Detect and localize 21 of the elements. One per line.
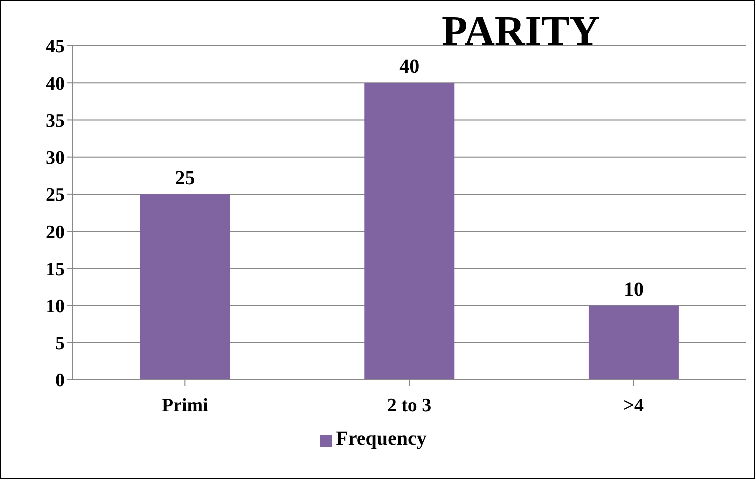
bar — [588, 306, 679, 380]
data-label: 40 — [400, 56, 420, 78]
x-tick-label: >4 — [624, 395, 644, 416]
y-tick-label: 25 — [46, 185, 65, 206]
y-tick-label: 5 — [56, 334, 65, 355]
y-tick-label: 10 — [46, 296, 65, 318]
legend-label: Frequency — [336, 428, 427, 450]
y-tick-label: 40 — [46, 74, 65, 95]
bar — [364, 83, 455, 380]
x-tick-label: 2 to 3 — [387, 395, 432, 416]
y-tick-label: 30 — [46, 148, 65, 170]
y-tick-label: 20 — [46, 222, 65, 244]
data-label: 10 — [624, 278, 644, 301]
data-label: 25 — [175, 167, 196, 190]
y-tick-label: 45 — [46, 36, 65, 58]
chart-title: PARITY — [441, 9, 601, 55]
bar — [140, 194, 230, 380]
y-tick-label: 15 — [46, 259, 65, 280]
y-tick-label: 0 — [56, 370, 65, 392]
x-tick-label: Primi — [162, 395, 208, 416]
y-tick-label: 35 — [46, 110, 65, 132]
